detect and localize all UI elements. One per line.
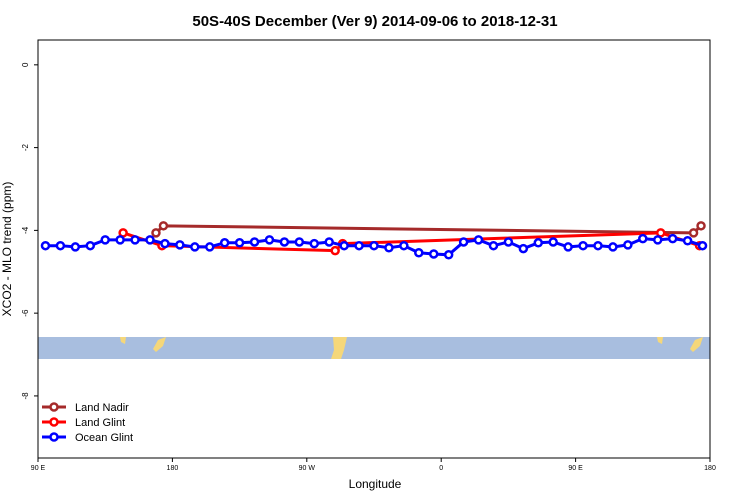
x-tick-label: 90 E (31, 465, 46, 472)
point (115, 235, 125, 245)
point (548, 237, 558, 247)
point (151, 228, 161, 238)
point (175, 240, 185, 250)
x-tick-label: 90 E (568, 465, 583, 472)
point (473, 235, 484, 245)
point (688, 228, 699, 238)
x-tick-label: 180 (167, 465, 179, 472)
series-line (154, 224, 703, 235)
ocean-band (38, 337, 710, 359)
legend-marker (49, 432, 59, 442)
point (578, 240, 588, 251)
point (697, 240, 708, 251)
point (458, 237, 469, 247)
point (190, 242, 200, 252)
point (518, 243, 529, 254)
point (414, 247, 424, 258)
point (309, 238, 320, 249)
point (682, 235, 693, 246)
point (85, 240, 96, 251)
point (130, 235, 140, 245)
point (503, 237, 514, 247)
point (623, 240, 633, 250)
point (219, 238, 230, 248)
y-tick-label: -4 (21, 226, 30, 234)
point (339, 240, 349, 251)
point (160, 238, 170, 249)
point (384, 243, 394, 253)
point (488, 240, 499, 251)
point (70, 242, 81, 252)
legend-label: Ocean Glint (75, 432, 133, 444)
point (428, 249, 439, 259)
x-tick-label: 90 W (299, 465, 316, 472)
point (354, 240, 364, 251)
point (399, 240, 409, 251)
point (294, 237, 305, 247)
point (145, 235, 155, 245)
series-line (122, 231, 701, 253)
x-tick-label: 0 (439, 465, 443, 472)
y-tick-label: -8 (21, 392, 30, 400)
point (330, 245, 340, 256)
y-tick-label: -6 (21, 309, 30, 317)
point (563, 242, 573, 252)
point (264, 235, 275, 245)
x-tick-label: 180 (704, 465, 716, 472)
legend-label: Land Glint (75, 417, 125, 429)
point (249, 237, 260, 247)
point (608, 242, 618, 252)
plot-frame (37, 39, 711, 459)
point (696, 221, 706, 231)
point (40, 240, 51, 251)
land-shape (120, 337, 126, 344)
chart-title: 50S-40S December (Ver 9) 2014-09-06 to 2… (192, 13, 557, 30)
point (100, 235, 110, 245)
land-shape (331, 337, 347, 359)
land-shape (690, 337, 703, 352)
map-band (38, 337, 710, 359)
point (443, 250, 454, 260)
land-shape (153, 337, 166, 352)
point (533, 238, 544, 248)
x-axis-label: Longitude (349, 477, 402, 491)
point (204, 242, 215, 252)
point (234, 238, 245, 248)
y-tick-label: 0 (21, 62, 30, 67)
legend-marker (49, 402, 59, 412)
point (158, 221, 169, 231)
y-tick-label: -2 (21, 144, 30, 152)
point (279, 237, 290, 247)
point (667, 233, 678, 244)
point (55, 240, 66, 251)
point (652, 235, 663, 245)
point (324, 237, 334, 247)
point (369, 240, 379, 251)
point (638, 233, 648, 244)
land-shape (657, 337, 663, 344)
legend-label: Land Nadir (75, 402, 129, 414)
legend-marker (49, 417, 59, 427)
point (593, 240, 603, 251)
y-axis-label: XCO2 - MLO trend (ppm) (0, 182, 14, 317)
